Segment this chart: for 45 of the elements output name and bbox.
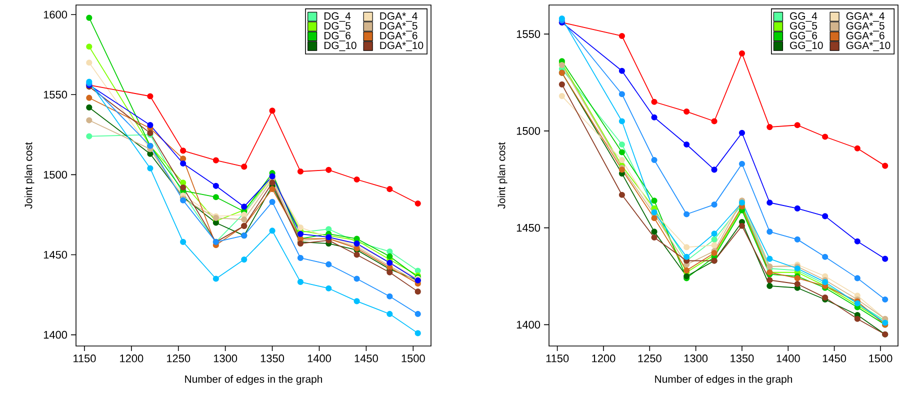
x-tick-label: 1450 — [822, 354, 846, 362]
legend-label: DG_10 — [324, 42, 356, 52]
x-tick-label: 1250 — [638, 354, 662, 362]
legend-label: GG_6 — [790, 32, 817, 42]
legend-label: GG_10 — [790, 42, 823, 52]
legend-label: GG_5 — [790, 22, 817, 32]
x-tick-label: 1150 — [546, 354, 569, 362]
legend-label: GGA*_10 — [846, 42, 890, 52]
x-tick-label: 1350 — [260, 354, 284, 362]
y-tick-label: 1400 — [516, 320, 540, 329]
x-axis-title: Number of edges in the graph — [185, 375, 322, 385]
x-tick-label: 1500 — [402, 354, 425, 362]
x-tick-label: 1500 — [869, 354, 892, 362]
x-tick-label: 1300 — [684, 354, 708, 362]
legend-label: DGA*_6 — [380, 32, 418, 42]
x-axis-title: Number of edges in the graph — [655, 375, 792, 385]
y-tick-label: 1500 — [44, 170, 68, 179]
y-tick-label: 1450 — [44, 250, 68, 259]
y-tick-label: 1550 — [44, 90, 68, 99]
x-tick-label: 1350 — [730, 354, 754, 362]
y-tick-label: 1400 — [44, 330, 68, 339]
x-tick-label: 1200 — [592, 354, 616, 362]
legend-label: GGA*_6 — [846, 32, 884, 42]
legend-label: DGA*_5 — [380, 22, 418, 32]
y-tick-label: 1550 — [516, 30, 540, 38]
x-tick-label: 1200 — [120, 354, 144, 362]
legend-label: DGA*_4 — [380, 12, 418, 22]
y-tick-label: 1450 — [516, 224, 540, 232]
legend-label: GGA*_4 — [846, 12, 884, 22]
x-tick-label: 1400 — [308, 354, 331, 362]
x-tick-label: 1400 — [776, 354, 800, 362]
x-tick-label: 1300 — [214, 354, 238, 362]
x-tick-label: 1250 — [167, 354, 190, 362]
legend-label: DG_5 — [324, 22, 351, 32]
legend-label: GGA*_5 — [846, 22, 884, 32]
legend-label: GG_4 — [790, 12, 818, 22]
y-axis-title: Joint plan cost — [24, 142, 34, 209]
legend-label: DGA*_10 — [380, 42, 424, 52]
legend-label: DG_6 — [324, 32, 350, 42]
y-tick-label: 1500 — [516, 127, 540, 135]
y-tick-label: 1600 — [44, 10, 68, 18]
x-tick-label: 1150 — [74, 354, 96, 362]
legend-label: DG_4 — [324, 12, 351, 22]
y-axis-title: Joint plan cost — [498, 142, 508, 209]
x-tick-label: 1450 — [354, 354, 378, 362]
